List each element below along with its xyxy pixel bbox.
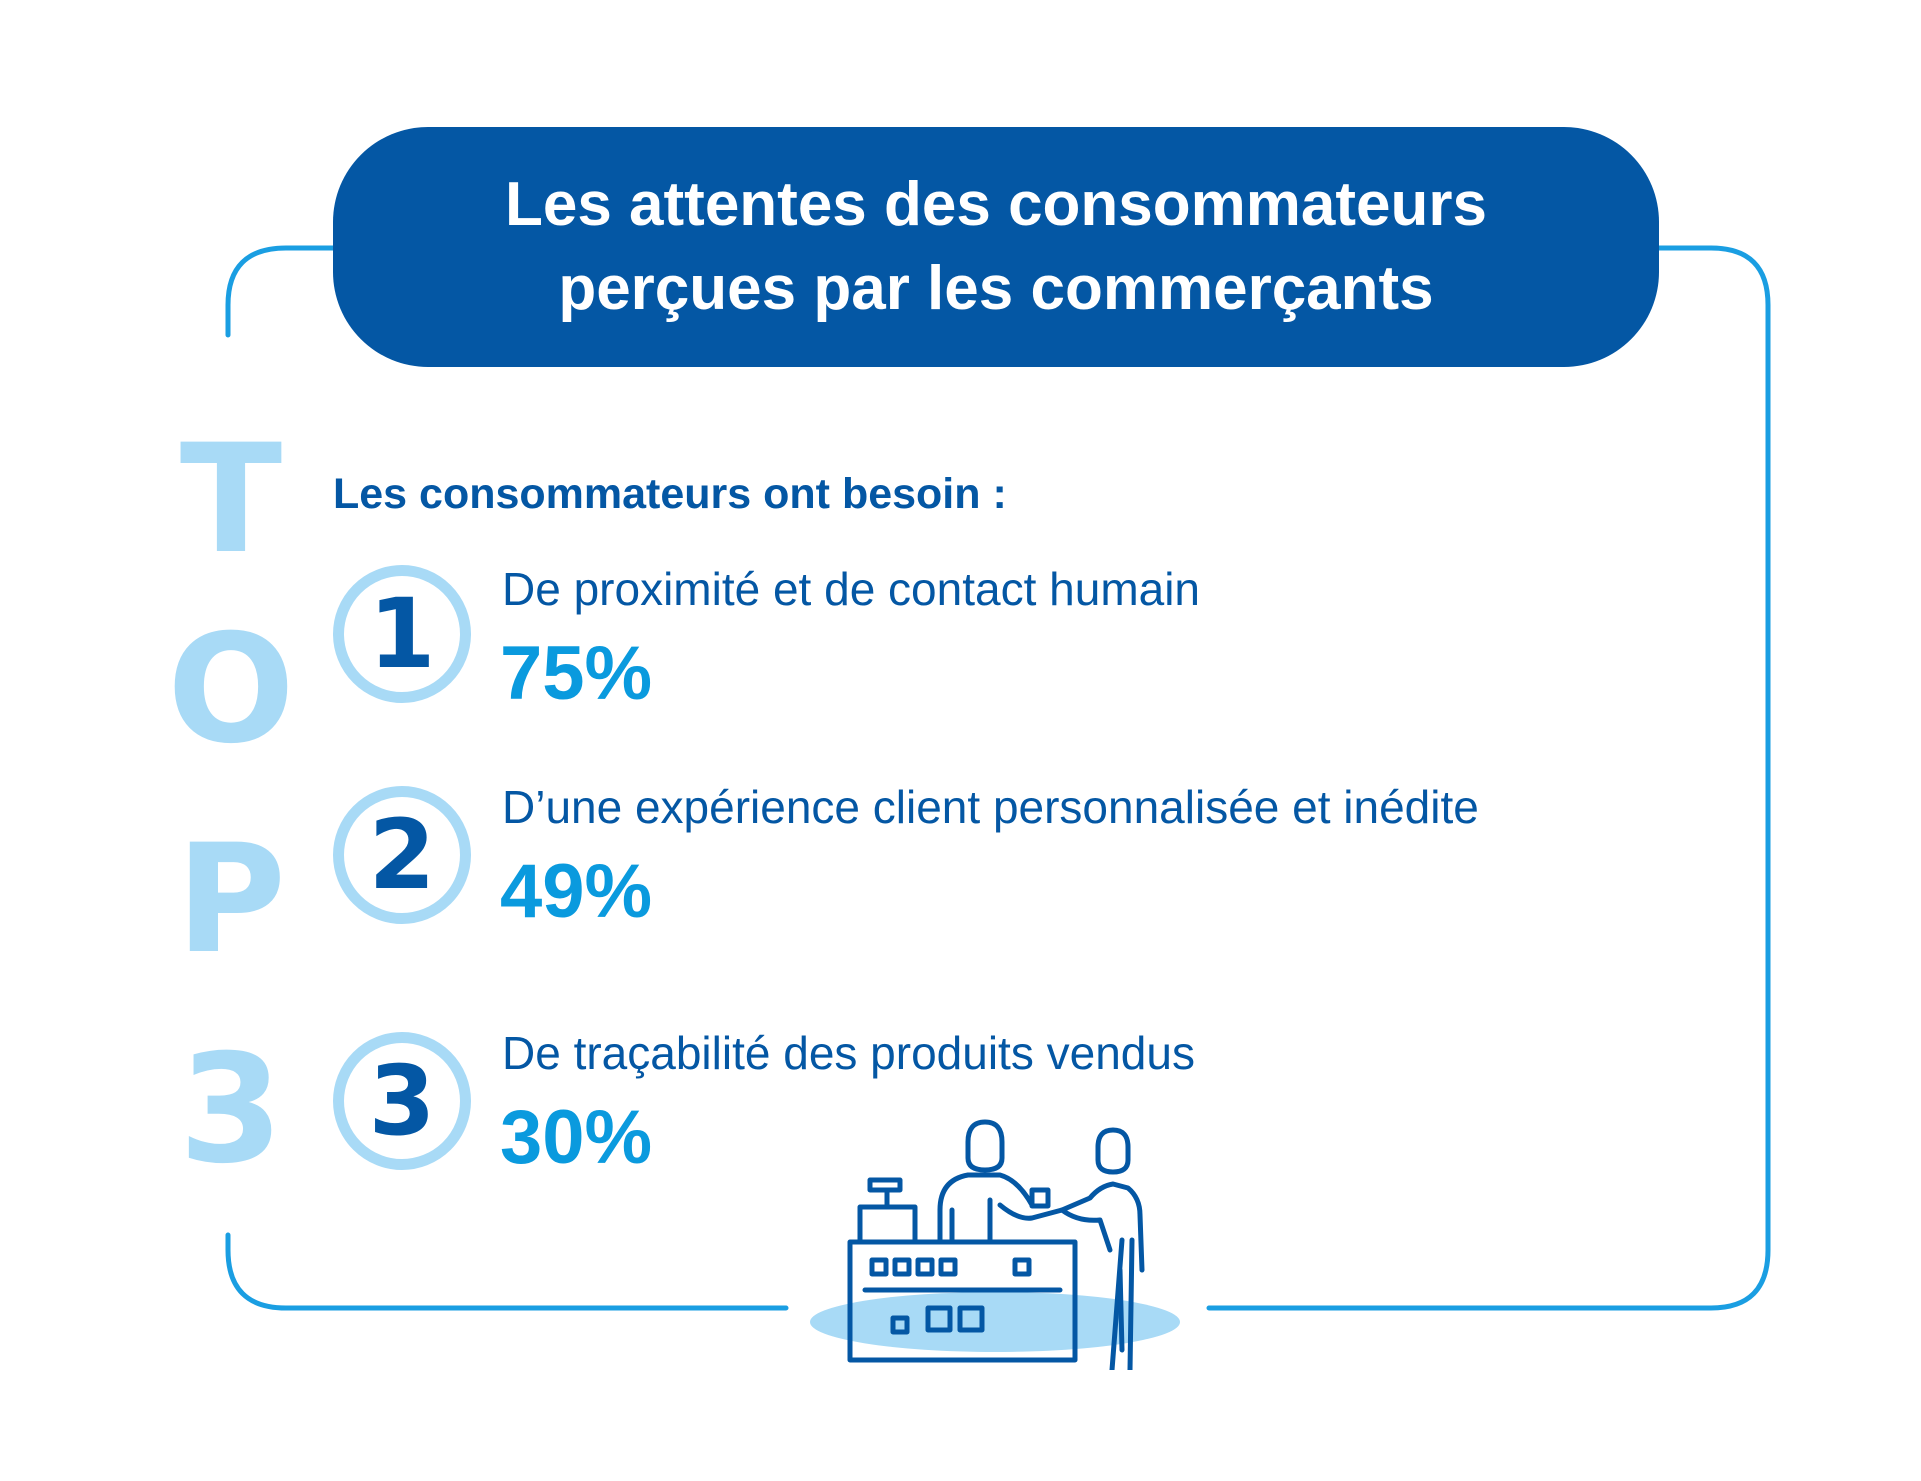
rank-number: 1 — [368, 578, 436, 690]
title-banner: Les attentes des consommateurs perçues p… — [333, 127, 1659, 367]
item-label: De traçabilité des produits vendus — [502, 1027, 1195, 1079]
item-percent: 30% — [500, 1095, 653, 1180]
top3-letter-o: O — [167, 603, 295, 777]
rank-number: 2 — [368, 799, 436, 911]
top3-letter-p: P — [176, 813, 286, 987]
item-percent: 75% — [500, 631, 653, 716]
rank-badge-3: 3 — [333, 1032, 471, 1170]
subtitle: Les consommateurs ont besoin : — [333, 470, 1007, 518]
rank-number: 3 — [368, 1045, 436, 1157]
item-percent: 49% — [500, 849, 653, 934]
item-label: D’une expérience client personnalisée et… — [502, 781, 1479, 833]
top3-letter-t: T — [179, 413, 283, 587]
rank-badge-2: 2 — [333, 786, 471, 924]
item-label: De proximité et de contact humain — [502, 563, 1201, 615]
title-line-1: Les attentes des consommateurs — [504, 170, 1487, 239]
shop-counter-icon — [810, 1119, 1180, 1370]
rank-badge-1: 1 — [333, 565, 471, 703]
title-line-2: perçues par les commerçants — [558, 254, 1434, 323]
top3-digit-3: 3 — [178, 1023, 284, 1197]
